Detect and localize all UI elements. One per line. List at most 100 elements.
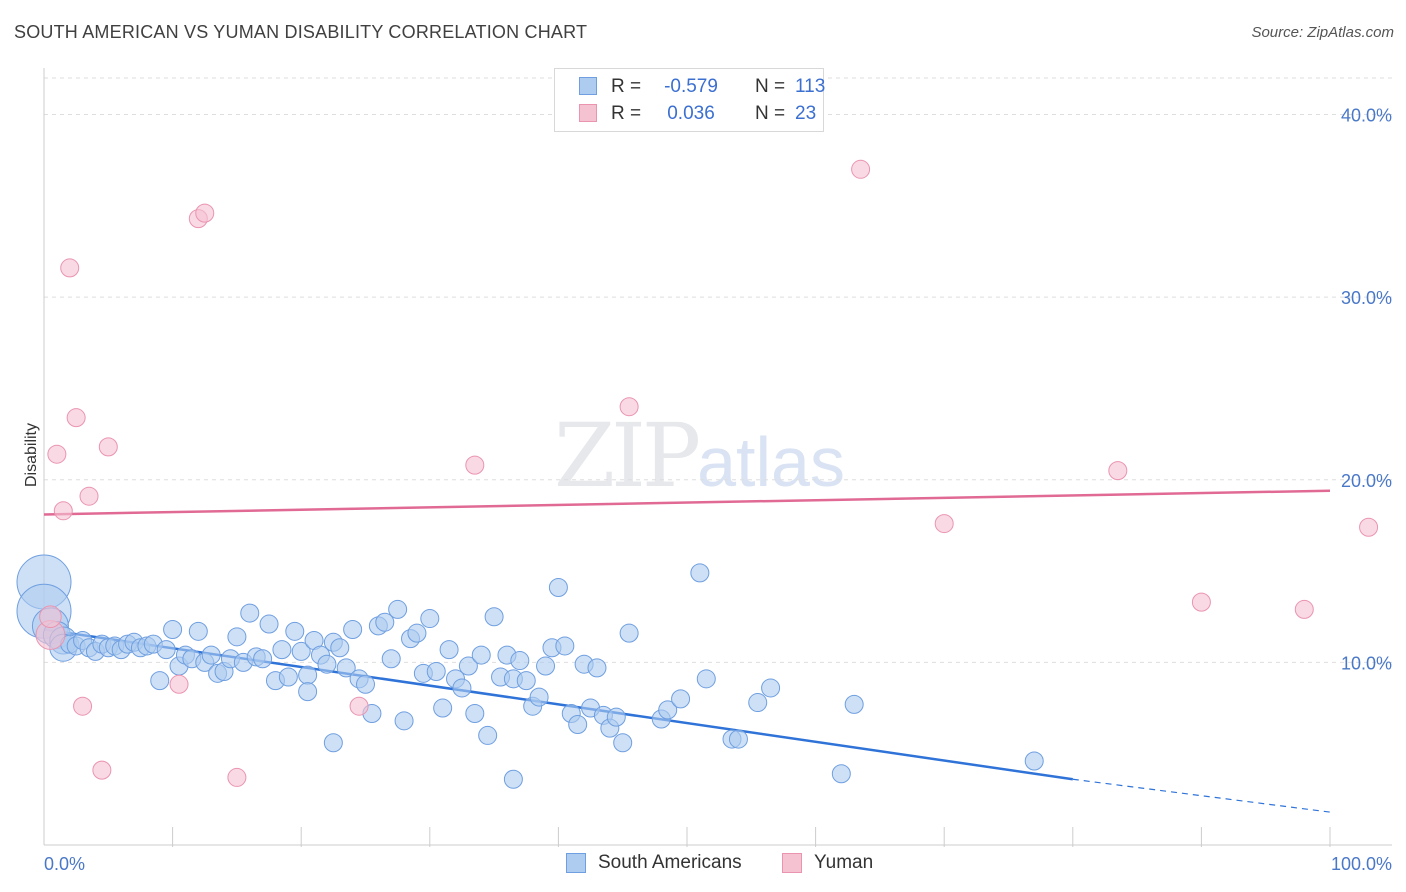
south-american-point xyxy=(555,636,575,656)
south-american-point xyxy=(394,711,414,731)
south-american-point xyxy=(433,698,453,718)
yuman-point xyxy=(1359,517,1379,537)
south-american-point xyxy=(336,658,356,678)
south-american-point xyxy=(484,607,504,627)
south-american-point xyxy=(613,733,633,753)
south-american-point xyxy=(291,641,311,661)
source-label: Source: ZipAtlas.com xyxy=(1251,24,1394,41)
south-american-point xyxy=(317,654,337,674)
yuman-point xyxy=(39,605,62,629)
yuman-point xyxy=(1191,592,1211,612)
yuman-point xyxy=(73,696,93,716)
south-american-point xyxy=(388,599,408,619)
south-american-point xyxy=(163,620,183,640)
yuman-point xyxy=(169,674,189,694)
south-american-point xyxy=(259,614,279,634)
south-american-point xyxy=(298,665,318,685)
chart-title: SOUTH AMERICAN VS YUMAN DISABILITY CORRE… xyxy=(14,22,588,42)
south-american-point xyxy=(285,621,305,641)
south-american-point xyxy=(619,623,639,643)
legend-n-value: 23 xyxy=(795,103,817,124)
south-american-point xyxy=(748,693,768,713)
y-tick-label: 40.0% xyxy=(1341,106,1392,126)
south-american-point xyxy=(458,656,478,676)
trend-layer xyxy=(43,489,1331,813)
yuman-point xyxy=(66,408,86,428)
south-american-point xyxy=(696,669,716,689)
bottom-legend-swatch-blue xyxy=(566,853,586,873)
grid-layer xyxy=(44,77,1392,663)
south-american-point xyxy=(690,563,710,583)
y-tick-label: 10.0% xyxy=(1341,653,1392,673)
south-american-point xyxy=(452,678,472,698)
yuman-trend-line xyxy=(43,489,1331,516)
legend-r-value: 0.036 xyxy=(667,103,715,124)
south-american-point xyxy=(156,640,176,660)
south-american-point xyxy=(529,687,549,707)
south-american-point xyxy=(510,651,530,671)
bottom-legend-swatch-pink xyxy=(782,853,802,873)
south-american-point xyxy=(227,627,247,647)
south-american-point xyxy=(606,707,626,727)
legend-r-label: R = xyxy=(611,103,642,124)
south-american-point xyxy=(343,620,363,640)
watermark-atlas: atlas xyxy=(697,423,845,501)
yuman-point xyxy=(619,397,639,417)
yuman-point xyxy=(60,258,80,278)
yuman-point xyxy=(79,486,99,506)
south-american-point xyxy=(761,678,781,698)
south-american-point xyxy=(381,649,401,669)
south-american-point xyxy=(323,733,343,753)
bottom-legend-label: South Americans xyxy=(598,852,742,873)
yuman-point xyxy=(227,767,247,787)
legend-swatch-blue xyxy=(579,77,597,95)
legend-n-label: N = xyxy=(755,76,786,97)
south-american-point xyxy=(658,700,678,720)
south-american-point xyxy=(253,649,273,669)
x-tick-label: 100.0% xyxy=(1331,854,1392,874)
yuman-point xyxy=(349,696,369,716)
points-layer xyxy=(16,159,1379,789)
south-american-point xyxy=(568,714,588,734)
south-american-point xyxy=(375,612,395,632)
south-american-point xyxy=(298,682,318,702)
south-american-point xyxy=(844,694,864,714)
south-american-point xyxy=(240,603,260,623)
legend-n-label: N = xyxy=(755,103,786,124)
yuman-point xyxy=(195,203,215,223)
legend-n-value: 113 xyxy=(795,76,826,97)
south-american-point xyxy=(201,645,221,665)
south-american-point xyxy=(587,658,607,678)
south-american-point xyxy=(671,689,691,709)
south-american-point xyxy=(503,769,523,789)
y-tick-label: 30.0% xyxy=(1341,288,1392,308)
bottom-legend-label: Yuman xyxy=(814,852,874,873)
y-tick-label: 20.0% xyxy=(1341,471,1392,491)
south-american-point xyxy=(188,621,208,641)
south-american-trend-extension xyxy=(1072,778,1331,813)
ticks-layer: 10.0% 20.0% 30.0% 40.0% 0.0% 100.0% xyxy=(44,106,1392,874)
axis-layer xyxy=(43,68,1392,847)
south-american-point xyxy=(426,662,446,682)
legend-r-label: R = xyxy=(611,76,642,97)
yuman-point xyxy=(934,514,954,534)
south-american-point xyxy=(548,578,568,598)
south-american-point xyxy=(1024,751,1044,771)
watermark-zip: ZIP xyxy=(554,404,701,507)
south-american-point xyxy=(728,729,748,749)
yuman-point xyxy=(98,437,118,457)
legend-swatch-pink xyxy=(579,104,597,122)
yuman-point xyxy=(53,501,73,521)
yuman-point xyxy=(1294,599,1314,619)
yuman-point xyxy=(851,159,871,179)
south-american-point xyxy=(471,645,491,665)
south-american-point xyxy=(536,656,556,676)
legend-r-value: -0.579 xyxy=(664,76,718,97)
south-american-point xyxy=(356,674,375,694)
south-american-point xyxy=(831,764,851,784)
south-american-point xyxy=(407,623,427,643)
south-american-point xyxy=(465,704,485,724)
yuman-point xyxy=(465,455,485,475)
south-american-point xyxy=(420,609,440,629)
